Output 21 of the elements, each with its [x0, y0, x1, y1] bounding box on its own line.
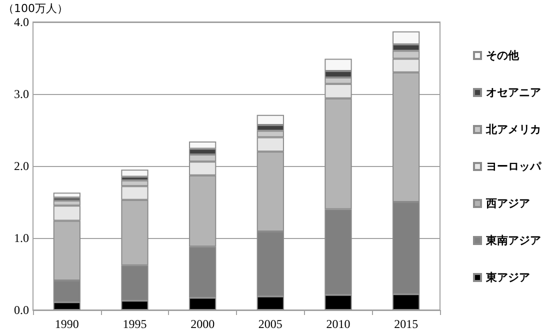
x-tick-label: 1990 [54, 317, 79, 331]
x-tick-label: 2010 [326, 317, 350, 331]
legend-label: 東南アジア [485, 234, 541, 247]
y-axis-title: （100万人） [3, 2, 68, 15]
legend-label: 北アメリカ [485, 123, 541, 136]
legend-label: ヨーロッパ [486, 160, 542, 173]
x-tick-label: 2015 [394, 317, 418, 331]
y-tick-label: 0.0 [14, 303, 29, 317]
x-tick-label: 2005 [258, 317, 282, 331]
y-tick-label: 4.0 [14, 15, 29, 29]
y-tick-label: 1.0 [14, 231, 29, 245]
x-tick-label: 2000 [190, 317, 215, 331]
legend-label: オセアニア [486, 86, 541, 99]
bar [121, 170, 148, 177]
legend-label: 東アジア [485, 271, 530, 284]
x-tick-label: 1995 [122, 317, 147, 331]
legend-label: その他 [486, 49, 520, 62]
y-tick-label: 2.0 [14, 159, 29, 173]
legend-label: 西アジア [485, 197, 530, 210]
bar [53, 192, 80, 198]
y-tick-label: 3.0 [14, 87, 29, 101]
